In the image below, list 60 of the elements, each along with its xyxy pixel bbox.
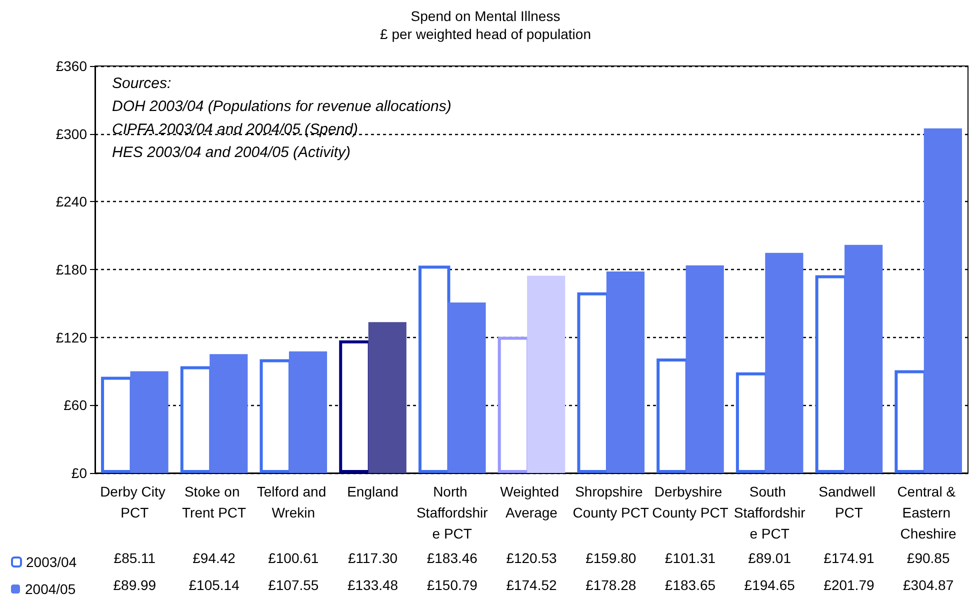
y-tick-label: £300 xyxy=(56,126,88,142)
x-tick-label: Weighted Average xyxy=(500,484,563,520)
x-tick-label: Telford and Wrekin xyxy=(256,484,330,520)
data-label: £89.01 xyxy=(748,550,792,566)
data-label: £94.42 xyxy=(192,550,236,566)
x-tick-label: England xyxy=(347,484,398,500)
data-label: £201.79 xyxy=(824,577,874,593)
data-label: £194.65 xyxy=(744,577,796,593)
bar xyxy=(606,271,645,473)
x-tick-label: Derby City PCT xyxy=(100,484,170,520)
data-label: £178.28 xyxy=(586,577,636,593)
data-label: £150.79 xyxy=(426,577,478,593)
data-label: £101.31 xyxy=(664,550,716,566)
data-label: £159.80 xyxy=(586,550,636,566)
x-tick-label: Stoke on Trent PCT xyxy=(182,484,247,520)
bar xyxy=(924,128,962,473)
data-label: £85.11 xyxy=(114,550,156,566)
annotation: Sources: xyxy=(112,75,172,92)
x-tick-label: South Staffordshire PCT xyxy=(734,484,806,542)
chart-subtitle: £ per weighted head of population xyxy=(380,26,591,42)
data-label: £100.61 xyxy=(268,550,319,566)
x-tick-label: Central & Eastern Cheshire xyxy=(897,484,960,542)
annotation: DOH 2003/04 (Populations for revenue allocations) xyxy=(112,98,452,115)
data-label: £183.46 xyxy=(426,550,478,566)
y-tick-label: £180 xyxy=(56,262,88,278)
y-tick-label: £360 xyxy=(56,58,88,74)
bar xyxy=(844,244,883,473)
data-label: £89.99 xyxy=(113,577,156,593)
x-tick-label: Sandwell PCT xyxy=(818,484,880,520)
data-label: £90.85 xyxy=(906,550,950,566)
legend-label: 2003/04 xyxy=(26,554,77,570)
bar xyxy=(418,266,450,473)
bar xyxy=(210,354,248,473)
bar xyxy=(527,276,566,473)
x-tick-label: North Staffordshire PCT xyxy=(416,484,488,542)
data-label: £304.87 xyxy=(903,577,954,593)
bar xyxy=(368,322,406,473)
data-label: £117.30 xyxy=(348,550,398,566)
data-label: £120.53 xyxy=(506,550,558,566)
x-tick-label: Shropshire County PCT xyxy=(572,484,650,520)
y-tick-label: £60 xyxy=(64,397,88,414)
data-label: £183.65 xyxy=(664,577,716,593)
data-label: £174.52 xyxy=(506,577,558,593)
bar xyxy=(448,302,486,473)
data-label: £105.14 xyxy=(188,577,240,593)
data-label: £133.48 xyxy=(347,577,398,593)
bar xyxy=(686,265,724,473)
chart-title: Spend on Mental Illness xyxy=(410,8,560,24)
bar xyxy=(765,252,804,473)
data-label: £174.91 xyxy=(824,550,874,566)
annotation: CIPFA 2003/04 and 2004/05 (Spend) xyxy=(112,121,358,138)
bar xyxy=(130,371,168,473)
bar xyxy=(288,351,328,473)
y-tick-label: £120 xyxy=(56,329,88,346)
y-tick-label: £240 xyxy=(56,194,88,210)
y-tick-label: £0 xyxy=(71,465,88,481)
annotation: HES 2003/04 and 2004/05 (Activity) xyxy=(112,144,350,161)
x-tick-label: Derbyshire County PCT xyxy=(652,484,729,520)
data-label: £107.55 xyxy=(268,577,319,593)
legend-label: 2004/05 xyxy=(25,581,76,597)
